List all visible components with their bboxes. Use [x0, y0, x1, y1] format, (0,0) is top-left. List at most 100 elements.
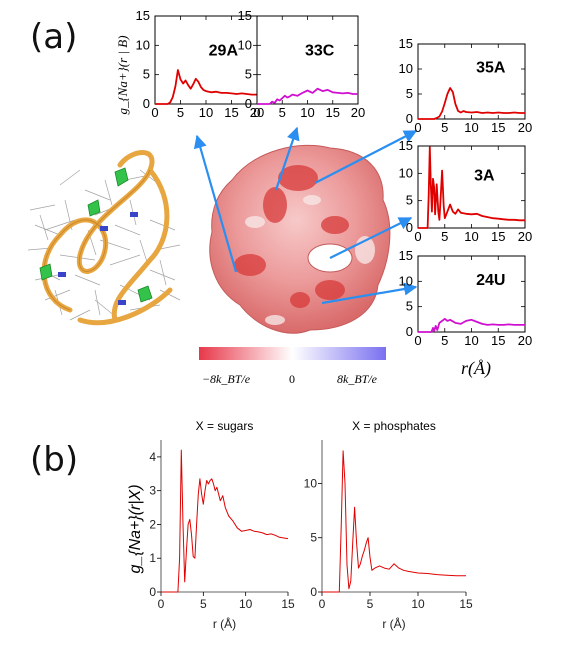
y-tick-label: 0 — [245, 96, 252, 111]
series-line-24U — [418, 317, 525, 333]
colorbar-gradient — [199, 347, 386, 360]
colorbar: −8k_BT/e 0 8k_BT/e — [199, 347, 386, 386]
x-tick-label: 20 — [518, 229, 532, 244]
y-tick-label: 5 — [143, 67, 150, 82]
panel-a-label: (a) — [30, 17, 77, 57]
y-tick-label: 1 — [149, 551, 156, 565]
x-tick-label: 10 — [464, 333, 478, 348]
pointer-arrows — [193, 126, 418, 305]
colorbar-mid-label: 0 — [289, 372, 295, 386]
y-tick-label: 5 — [310, 531, 317, 545]
chart-title: 24U — [476, 272, 505, 289]
x-tick-label: 20 — [518, 120, 532, 135]
arrow-33C — [274, 126, 300, 191]
x-tick-label: 20 — [351, 105, 365, 120]
x-tick-label: 10 — [199, 105, 213, 120]
y-tick-label: 0 — [149, 585, 156, 599]
y-tick-label: 0 — [406, 111, 413, 126]
chart-phosphates: 0 5 10 15 0 5 10 X = phosphates r (Å) — [304, 419, 473, 631]
y-tick-label: 0 — [406, 220, 413, 235]
x-tick-label: 10 — [464, 120, 478, 135]
x-tick-label: 15 — [326, 105, 340, 120]
y-tick-label: 15 — [399, 138, 413, 153]
x-tick-label: 5 — [279, 105, 286, 120]
y-tick-label: 5 — [245, 67, 252, 82]
panel-b-ylabel: g_{Na+}(r|X) — [127, 484, 144, 573]
series-line-3A — [418, 146, 525, 229]
x-tick-label: 5 — [367, 597, 374, 611]
x-tick-label: 0 — [158, 597, 165, 611]
y-tick-label: 10 — [304, 476, 318, 490]
x-tick-label: 0 — [151, 105, 158, 120]
chart-title: X = sugars — [196, 419, 254, 433]
x-tick-label: 15 — [491, 229, 505, 244]
chart-35A: 0 5 10 15 20 0 5 10 15 35A — [399, 36, 533, 135]
chart-3A: 0 5 10 15 20 0 5 10 15 3A — [399, 138, 533, 244]
chart-title: 3A — [474, 167, 495, 184]
arrow-35A — [314, 130, 418, 184]
x-tick-label: 15 — [281, 597, 295, 611]
series-line-sugars — [161, 449, 289, 593]
x-tick-label: 0 — [253, 105, 260, 120]
y-tick-label: 4 — [149, 450, 156, 464]
x-tick-label: 15 — [491, 333, 505, 348]
x-tick-label: 20 — [250, 105, 264, 120]
chart-title: 35A — [476, 60, 506, 77]
x-tick-label: 5 — [441, 120, 448, 135]
x-tick-label: 5 — [441, 229, 448, 244]
x-tick-label: 5 — [200, 597, 207, 611]
x-tick-label: 0 — [414, 333, 421, 348]
y-tick-label: 10 — [136, 37, 150, 52]
x-tick-label: 15 — [459, 597, 473, 611]
plot-frame — [417, 43, 526, 120]
x-tick-label: 10 — [411, 597, 425, 611]
chart-title: 33C — [305, 43, 335, 60]
y-tick-label: 0 — [143, 96, 150, 111]
y-tick-label: 2 — [149, 517, 156, 531]
y-tick-label: 15 — [136, 8, 150, 23]
x-axis-label: r (Å) — [382, 616, 405, 631]
x-tick-label: 10 — [300, 105, 314, 120]
y-tick-label: 0 — [406, 324, 413, 339]
x-tick-label: 5 — [441, 333, 448, 348]
x-tick-label: 10 — [464, 229, 478, 244]
plot-frame — [154, 15, 258, 105]
arrow-29A — [193, 134, 238, 273]
colorbar-left-label: −8k_BT/e — [202, 372, 251, 386]
x-axis-label: r (Å) — [213, 616, 236, 631]
x-tick-label: 15 — [491, 120, 505, 135]
y-tick-label: 15 — [399, 248, 413, 263]
series-line-35A — [418, 87, 525, 120]
x-tick-label: 0 — [414, 120, 421, 135]
y-tick-label: 15 — [399, 36, 413, 51]
y-tick-label: 10 — [399, 165, 413, 180]
y-tick-label: 10 — [399, 273, 413, 288]
panel-b-label: (b) — [30, 440, 78, 480]
chart-sugars: 0 5 10 15 0 1 2 3 4 X = sugars r (Å) — [149, 419, 295, 631]
plot-frame — [256, 15, 359, 105]
x-tick-label: 10 — [239, 597, 253, 611]
chart-title: X = phosphates — [352, 419, 436, 433]
panel-a-ylabel: g_{Na+}(r | B) — [115, 35, 130, 114]
x-tick-label: 0 — [319, 597, 326, 611]
y-tick-label: 10 — [399, 61, 413, 76]
x-tick-label: 20 — [518, 333, 532, 348]
panel-a-xlabel: r(Å) — [461, 358, 491, 379]
chart-title: 29A — [209, 43, 239, 60]
y-tick-label: 5 — [406, 86, 413, 101]
x-tick-label: 5 — [177, 105, 184, 120]
series-line-29A — [155, 69, 257, 105]
y-tick-label: 0 — [310, 585, 317, 599]
rna-structure-illustration — [27, 150, 181, 326]
x-tick-label: 0 — [414, 229, 421, 244]
colorbar-right-label: 8k_BT/e — [337, 372, 378, 386]
x-tick-label: 15 — [224, 105, 238, 120]
y-tick-label: 3 — [149, 484, 156, 498]
y-tick-label: 5 — [406, 193, 413, 208]
arrow-24U — [321, 282, 418, 305]
arrow-3A — [329, 217, 413, 259]
chart-24U: 0 5 10 15 20 0 5 10 15 24U — [399, 248, 533, 348]
